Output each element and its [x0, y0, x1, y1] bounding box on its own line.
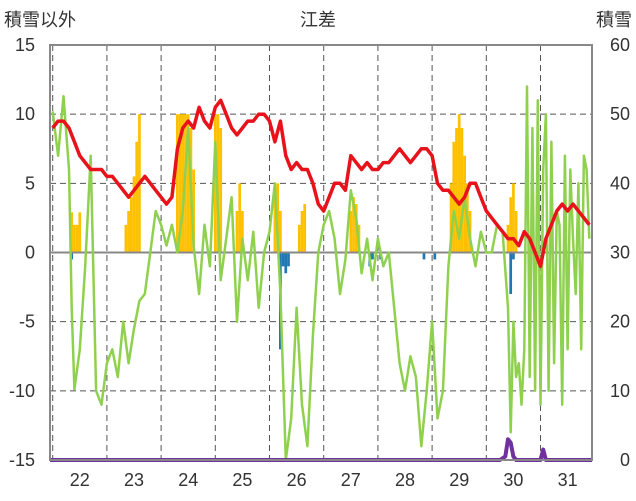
bar [514, 211, 518, 253]
bar [186, 114, 190, 253]
bar [509, 197, 513, 253]
bar [278, 211, 282, 253]
bar [70, 212, 74, 253]
series-line [51, 85, 591, 462]
bar [281, 252, 285, 267]
x-tick-label: 25 [232, 470, 252, 490]
y-right-tick-label: 50 [610, 104, 630, 124]
chart-title: 江差 [300, 10, 336, 30]
y-right-tick-label: 30 [610, 243, 630, 263]
bar [422, 252, 426, 260]
left-axis-label: 積雪以外 [4, 10, 76, 30]
bar [176, 114, 179, 253]
bar [460, 128, 464, 253]
y-right-tick-label: 0 [620, 450, 630, 470]
bar [303, 204, 307, 253]
x-tick-label: 30 [503, 470, 523, 490]
bar [433, 252, 437, 260]
y-left-tick-label: 5 [25, 173, 35, 193]
y-left-tick-label: 0 [25, 243, 35, 263]
y-left-tick-label: -15 [9, 450, 35, 470]
bar [284, 252, 288, 274]
bar [509, 252, 513, 294]
bar [78, 212, 82, 253]
bar [235, 211, 239, 253]
bar [124, 224, 128, 253]
bar [75, 224, 79, 253]
bar [512, 252, 515, 260]
bar [241, 211, 244, 253]
bar [352, 197, 355, 253]
bar [457, 114, 461, 253]
bar [349, 211, 353, 253]
bar [132, 176, 136, 253]
y-right-tick-label: 40 [610, 173, 630, 193]
bar [371, 252, 374, 260]
plot-frame [49, 44, 593, 461]
bar [273, 197, 277, 253]
x-tick-label: 23 [124, 470, 144, 490]
x-tick-label: 28 [395, 470, 415, 490]
y-left-tick-label: 10 [15, 104, 35, 124]
y-right-tick-label: 20 [610, 312, 630, 332]
x-tick-label: 24 [178, 470, 198, 490]
bar [455, 128, 458, 253]
bar [178, 114, 182, 253]
bar [449, 183, 453, 253]
x-tick-label: 26 [287, 470, 307, 490]
x-tick-label: 27 [341, 470, 361, 490]
bar [181, 114, 185, 253]
bar [192, 169, 195, 253]
bar [135, 141, 139, 253]
y-right-tick-label: 60 [610, 35, 630, 55]
bar [512, 183, 515, 253]
y-left-tick-label: 15 [15, 35, 35, 55]
series-line [51, 98, 591, 269]
bar [238, 183, 242, 253]
bar [300, 211, 304, 253]
bar [297, 224, 301, 253]
bar [129, 197, 133, 253]
y-left-tick-label: -10 [9, 381, 35, 401]
bar [287, 252, 290, 267]
y-left-tick-label: -5 [19, 312, 35, 332]
right-axis-label: 積雪 [596, 10, 632, 30]
bar [213, 114, 217, 253]
x-tick-label: 31 [558, 470, 578, 490]
x-tick-label: 22 [70, 470, 90, 490]
bar [73, 224, 76, 253]
bar [219, 128, 223, 253]
bar [127, 211, 130, 253]
x-tick-label: 29 [449, 470, 469, 490]
y-right-tick-label: 10 [610, 381, 630, 401]
